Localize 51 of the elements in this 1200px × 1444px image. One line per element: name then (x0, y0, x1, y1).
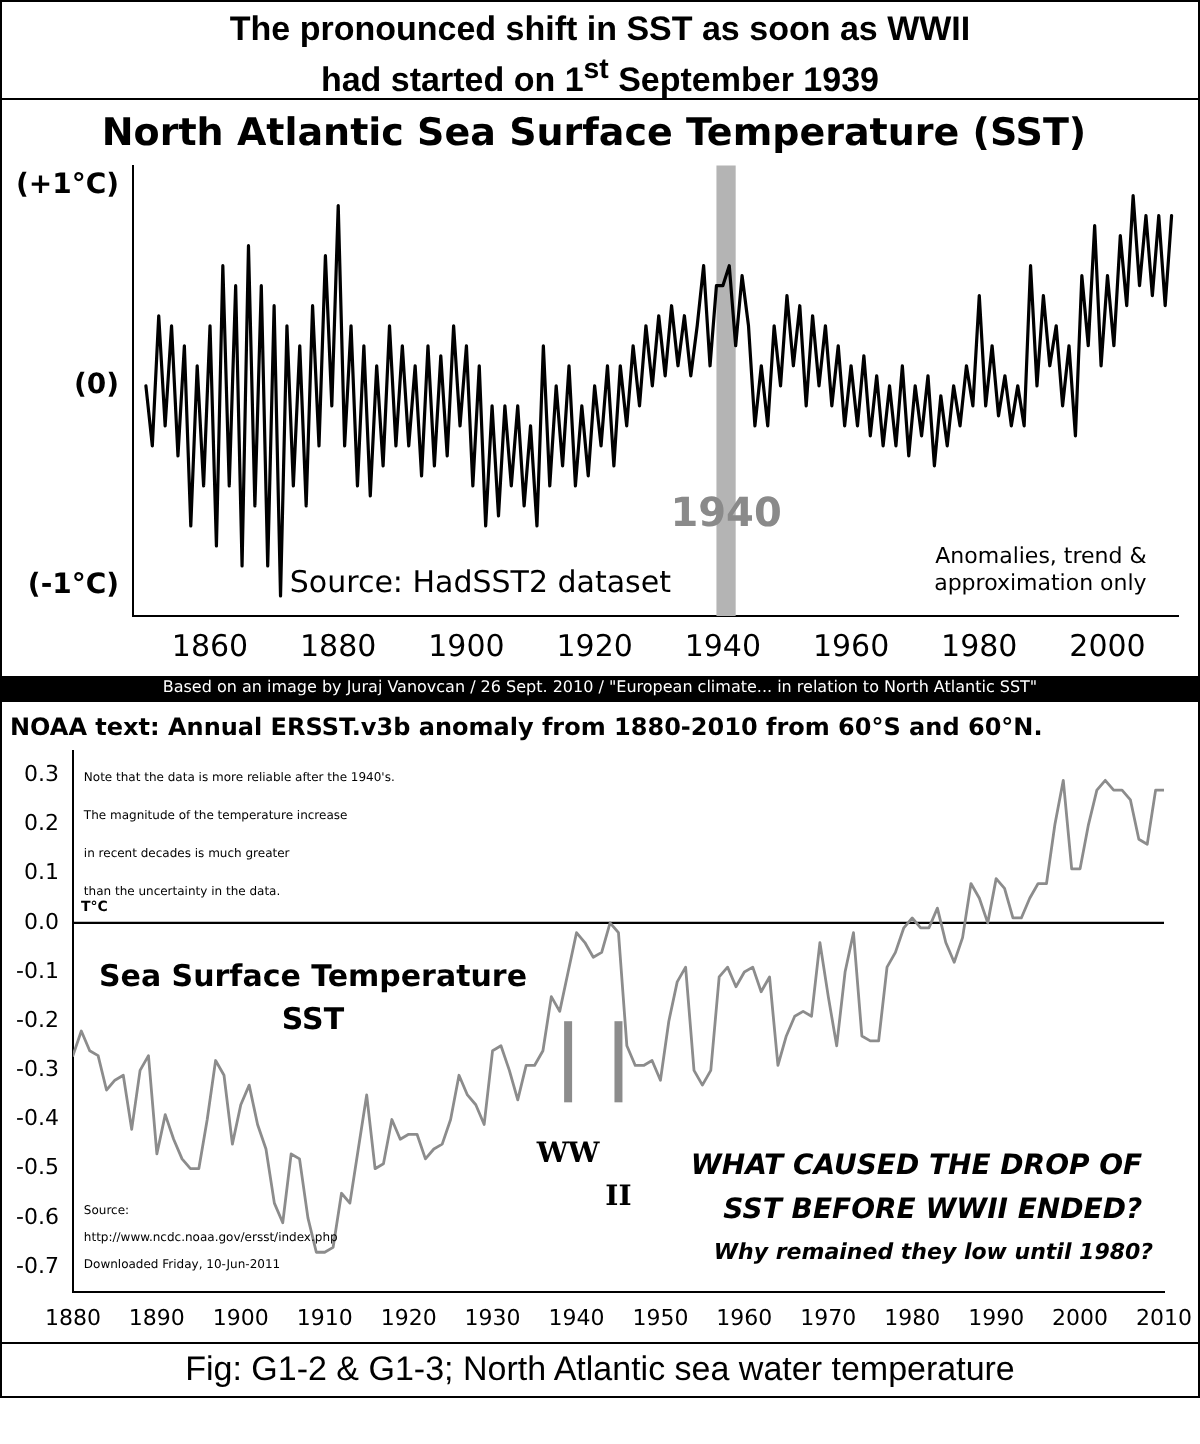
x-tick-label: 2000 (1052, 1304, 1109, 1331)
annotation: Source: HadSST2 dataset (289, 564, 672, 601)
x-tick-label: 1900 (428, 627, 505, 664)
x-tick-label: 1970 (800, 1304, 857, 1331)
x-tick-label: 1990 (968, 1304, 1025, 1331)
y-tick-label: 0.0 (23, 908, 59, 935)
x-tick-label: 1900 (212, 1304, 269, 1331)
x-tick-label: 1940 (548, 1304, 605, 1331)
x-tick-label: 1920 (380, 1304, 437, 1331)
chart-title: NOAA text: Annual ERSST.v3b anomaly from 1880-2010 from 60°S and 60°N. (10, 712, 1043, 741)
x-tick-label: 1940 (684, 627, 762, 664)
y-tick-label: 0.3 (23, 761, 59, 788)
y-tick-label: (-1°C) (27, 569, 120, 602)
y-tick-label: -0.2 (15, 1006, 59, 1033)
x-tick-label: 1980 (941, 627, 1018, 664)
y-tick-label: 0.1 (23, 859, 59, 886)
y-tick-label: -0.1 (15, 957, 59, 984)
y-tick-label: (0) (73, 369, 120, 402)
x-tick-label: 1890 (128, 1304, 185, 1331)
x-tick-label: 1880 (44, 1304, 101, 1331)
text: Based on an image by Juraj Vanovcan / 26 Sept. 2010 / "European climate... in relation to North Atlantic SST" (162, 678, 1038, 697)
x-tick-label: 1910 (296, 1304, 353, 1331)
y-tick-label: (+1°C) (15, 168, 120, 201)
annotation: SST BEFORE WWII ENDED? (723, 1193, 1143, 1226)
y-tick-label: -0.3 (15, 1056, 59, 1083)
y-tick-label: -0.6 (15, 1203, 59, 1230)
y-tick-label: -0.5 (15, 1154, 59, 1181)
annotation: approximation only (934, 570, 1148, 597)
text: Fig: G1-2 & G1-3; North Atlantic sea water temperature (2, 1342, 1198, 1396)
chart-subtitle: North Atlantic Sea Surface Temperature (SST) (101, 110, 1087, 155)
annotation: Why remained they low until 1980? (713, 1239, 1155, 1266)
y-tick-label: 0.2 (23, 810, 59, 837)
x-tick-label: 1920 (556, 627, 633, 664)
y-tick-label: -0.7 (15, 1252, 59, 1279)
ref-line-label: WW (534, 1137, 601, 1170)
x-tick-label: 1860 (171, 627, 249, 664)
annotation: Sea Surface Temperature (98, 957, 527, 994)
y-tick-label: -0.4 (15, 1105, 59, 1132)
x-tick-label: 1950 (632, 1304, 689, 1331)
annotation: Anomalies, trend & (935, 543, 1148, 570)
annotation: WHAT CAUSED THE DROP OF (690, 1150, 1144, 1183)
x-tick-label: 2010 (1136, 1304, 1193, 1331)
x-tick-label: 2000 (1069, 627, 1146, 664)
x-tick-label: 1960 (716, 1304, 773, 1331)
x-tick-label: 1930 (464, 1304, 521, 1331)
x-tick-label: 1880 (300, 627, 377, 664)
chart-title: The pronounced shift in SST as soon as WWII had started on 1$^{st}$ September 1939 (2, 2, 1198, 100)
annotation: SST (281, 1000, 346, 1037)
x-tick-label: 1980 (884, 1304, 941, 1331)
x-tick-label: 1960 (812, 627, 890, 664)
ref-line-label: II (605, 1181, 632, 1214)
